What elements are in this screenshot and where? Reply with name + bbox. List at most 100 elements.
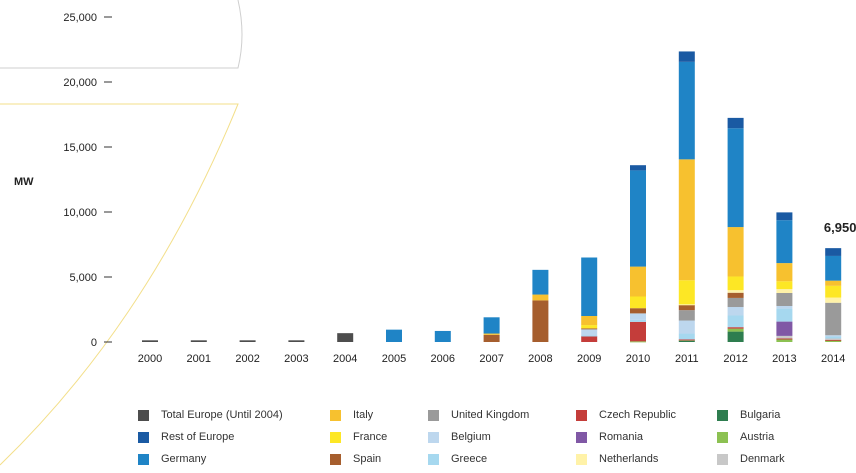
bar-segment: [825, 280, 842, 286]
y-tick-label: 10,000: [63, 207, 97, 219]
bar-segment: [727, 327, 744, 329]
bar-segment: [678, 304, 695, 311]
x-tick-label: 2007: [479, 353, 503, 365]
bar-segment: [825, 255, 842, 281]
bar-segment: [678, 159, 695, 281]
bar-segment: [727, 292, 744, 298]
bar-segment: [532, 300, 549, 342]
bar-segment: [776, 292, 793, 306]
bar-segment: [727, 290, 744, 293]
bar-segment: [727, 117, 744, 129]
x-tick-label: 2014: [821, 353, 845, 365]
bar-segment: [776, 308, 793, 322]
bar-segment: [630, 266, 646, 297]
bar-segment: [825, 285, 842, 298]
bar-segment: [776, 305, 793, 309]
y-tick-label: 25,000: [63, 12, 97, 24]
bar-segment: [630, 319, 646, 322]
bar-segment: [825, 302, 842, 336]
bar-segment: [581, 257, 598, 316]
bar-segment: [483, 333, 500, 335]
x-tick-label: 2009: [577, 353, 601, 365]
x-tick-label: 2013: [772, 353, 796, 365]
bar-segment: [630, 170, 646, 267]
bar-segment: [337, 333, 354, 342]
bar-segment: [581, 335, 598, 337]
bar-segment: [678, 51, 695, 62]
x-tick-label: 2005: [382, 353, 406, 365]
bar-segment: [776, 220, 793, 264]
bar-segment: [678, 340, 695, 342]
bar-segment: [727, 315, 744, 328]
bar-segment: [239, 340, 256, 342]
bar-segment: [630, 313, 646, 320]
bar-segment: [630, 296, 646, 309]
bar-segment: [776, 338, 793, 340]
bar-segment: [727, 227, 744, 277]
x-tick-label: 2001: [187, 353, 211, 365]
y-axis-label: MW: [14, 176, 34, 188]
bar-segment: [190, 340, 207, 342]
bar-segment: [581, 336, 598, 342]
bar-segment: [581, 325, 598, 329]
bar-segment: [776, 338, 793, 342]
bar-segment: [581, 329, 598, 336]
bar-segment: [825, 340, 842, 342]
x-tick-label: 2006: [431, 353, 455, 365]
bar-segment: [532, 294, 549, 301]
x-tick-label: 2004: [333, 353, 357, 365]
y-axis: 0 5,000 10,000 15,000 20,000 25,000: [63, 12, 112, 349]
bar-segment: [630, 165, 646, 171]
bar-segment: [532, 269, 549, 295]
bar-segment: [825, 248, 842, 256]
bar-segment: [776, 335, 793, 339]
y-tick-label: 20,000: [63, 77, 97, 89]
x-tick-label: 2008: [528, 353, 552, 365]
bars: [142, 51, 842, 343]
x-tick-label: 2010: [626, 353, 650, 365]
bar-segment: [630, 321, 646, 342]
bar-segment: [483, 334, 500, 342]
bar-segment: [825, 297, 842, 303]
bar-segment: [727, 276, 744, 291]
bar-segment: [678, 339, 695, 341]
bar-segment: [727, 297, 744, 308]
x-axis: 2000 2001 2002 2003 2004 2005 2006 2007 2008 2009…: [138, 353, 846, 365]
x-tick-label: 2011: [675, 353, 699, 365]
bar-segment: [776, 289, 793, 293]
total-annotation: 6,950: [824, 220, 856, 235]
bar-segment: [142, 340, 158, 342]
bar-segment: [825, 335, 842, 337]
bar-segment: [727, 307, 744, 316]
bar-segment: [825, 336, 842, 339]
bar-segment: [678, 280, 695, 305]
bar-segment: [678, 333, 695, 340]
bar-segment: [630, 341, 646, 343]
bar-segment: [727, 328, 744, 332]
bar-segment: [678, 61, 695, 160]
bar-segment: [825, 339, 842, 341]
bar-segment: [288, 340, 305, 342]
bar-segment: [678, 310, 695, 321]
bar-segment: [678, 320, 695, 334]
x-tick-label: 2002: [235, 353, 259, 365]
bar-segment: [776, 321, 793, 336]
bar-segment: [776, 281, 793, 290]
bar-segment: [776, 263, 793, 282]
bar-segment: [386, 329, 402, 342]
bar-segment: [434, 330, 451, 342]
x-tick-label: 2003: [284, 353, 308, 365]
x-tick-label: 2000: [138, 353, 162, 365]
bar-segment: [727, 331, 744, 342]
bar-segment: [678, 304, 695, 306]
y-tick-label: 15,000: [63, 142, 97, 154]
bar-segment: [776, 212, 793, 221]
decorative-arc-yellow: [0, 103, 239, 466]
bar-segment: [581, 316, 598, 326]
y-tick-label: 5,000: [69, 272, 97, 284]
y-tick-label: 0: [91, 337, 97, 349]
bar-segment: [483, 317, 500, 334]
x-tick-label: 2012: [723, 353, 747, 365]
bar-segment: [825, 338, 842, 340]
